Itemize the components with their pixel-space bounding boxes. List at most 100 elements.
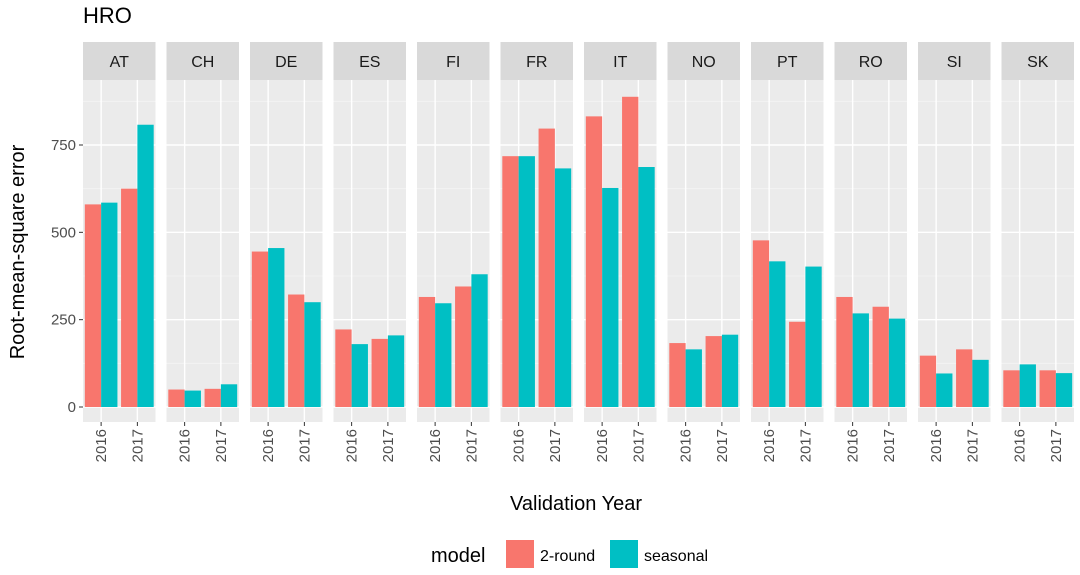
bar-seasonal-2016: [936, 373, 953, 407]
legend-title: model: [431, 545, 485, 567]
x-tick-label: 2016: [177, 429, 194, 462]
bar-2-round-2016: [752, 240, 770, 407]
x-tick-label: 2016: [1012, 429, 1029, 462]
bar-2-round-2017: [121, 188, 138, 407]
x-tick-label: 2017: [964, 429, 981, 462]
x-tick-label: 2016: [761, 429, 778, 462]
facet-strip: [166, 42, 239, 80]
x-tick-label: 2016: [845, 429, 862, 462]
bar-seasonal-2017: [638, 167, 655, 407]
facet-panels: AT 2016 2017 CH 2016 2017 DE 2016 2017 ES 2016 2017…: [83, 42, 1074, 462]
bar-seasonal-2017: [721, 334, 739, 407]
bar-2-round-2016: [919, 355, 937, 407]
facet-strip-label: ES: [359, 54, 380, 71]
bar-2-round-2017: [956, 349, 973, 407]
bar-seasonal-2016: [852, 313, 869, 407]
facet-fi: FI 2016 2017: [417, 42, 490, 462]
x-tick-label: 2017: [213, 429, 230, 462]
y-axis-title: Root-mean-square error: [7, 144, 29, 359]
facet-strip: [417, 42, 490, 80]
panel-background: [166, 80, 239, 422]
bar-seasonal-2017: [137, 124, 154, 407]
facet-strip: [918, 42, 991, 80]
bar-2-round-2016: [1003, 370, 1020, 407]
bar-2-round-2017: [204, 388, 221, 407]
facet-strip-label: SI: [947, 54, 962, 71]
x-tick-label: 2017: [630, 429, 647, 462]
facet-strip-label: NO: [692, 54, 716, 71]
bar-seasonal-2016: [351, 344, 368, 407]
bar-2-round-2016: [836, 296, 853, 407]
facet-fr: FR 2016 2017: [500, 42, 573, 462]
facet-strip: [667, 42, 740, 80]
bar-seasonal-2016: [184, 390, 201, 407]
facet-no: NO 2016 2017: [667, 42, 740, 462]
bar-seasonal-2016: [1019, 364, 1036, 407]
x-axis-title: Validation Year: [510, 493, 642, 515]
facet-strip: [584, 42, 657, 80]
bar-2-round-2017: [288, 294, 305, 407]
chart-title: HRO: [83, 3, 132, 28]
facet-ro: RO 2016 2017: [834, 42, 907, 462]
x-tick-label: 2017: [1048, 429, 1065, 462]
bar-2-round-2017: [455, 286, 472, 407]
facet-strip-label: SK: [1027, 54, 1049, 71]
facet-strip-label: PT: [777, 54, 798, 71]
x-tick-label: 2017: [547, 429, 564, 462]
panel-background: [1001, 80, 1074, 422]
bar-seasonal-2017: [554, 168, 572, 407]
bar-seasonal-2016: [602, 187, 619, 407]
x-tick-label: 2016: [511, 429, 528, 462]
facet-sk: SK 2016 2017: [1001, 42, 1074, 462]
x-tick-label: 2016: [427, 429, 444, 462]
bar-2-round-2017: [872, 306, 889, 407]
x-tick-label: 2017: [881, 429, 898, 462]
legend-key-seasonal: [610, 540, 638, 568]
facet-strip: [834, 42, 907, 80]
y-tick-label: 0: [68, 399, 76, 416]
x-tick-label: 2017: [463, 429, 480, 462]
x-tick-label: 2016: [678, 429, 695, 462]
facet-it: IT 2016 2017: [584, 42, 657, 462]
facet-strip: [500, 42, 573, 80]
bar-seasonal-2017: [304, 302, 321, 407]
bar-2-round-2016: [251, 251, 269, 407]
bar-seasonal-2016: [101, 202, 118, 407]
facet-es: ES 2016 2017: [333, 42, 406, 462]
legend-key-2-round: [506, 540, 534, 568]
bar-seasonal-2016: [685, 349, 702, 407]
facet-de: DE 2016 2017: [250, 42, 323, 462]
facet-ch: CH 2016 2017: [166, 42, 239, 462]
bar-2-round-2016: [168, 389, 185, 407]
legend: model 2-round seasonal: [431, 540, 708, 568]
facet-strip-label: FI: [446, 54, 460, 71]
y-tick-label: 750: [51, 137, 76, 154]
facet-strip-label: AT: [110, 54, 129, 71]
x-tick-label: 2016: [344, 429, 361, 462]
x-tick-label: 2017: [714, 429, 731, 462]
facet-pt: PT 2016 2017: [751, 42, 824, 462]
x-tick-label: 2017: [296, 429, 313, 462]
x-tick-label: 2017: [380, 429, 397, 462]
x-tick-label: 2016: [594, 429, 611, 462]
facet-strip: [250, 42, 323, 80]
bar-seasonal-2016: [435, 303, 452, 407]
facet-at: AT 2016 2017: [83, 42, 156, 462]
bar-2-round-2016: [84, 204, 102, 407]
legend-label-seasonal: seasonal: [644, 548, 708, 565]
bar-2-round-2017: [1039, 370, 1056, 407]
facet-strip: [83, 42, 156, 80]
y-tick-label: 500: [51, 224, 76, 241]
facet-strip-label: IT: [613, 54, 627, 71]
bar-2-round-2016: [335, 329, 352, 407]
facet-strip: [751, 42, 824, 80]
bar-seasonal-2017: [888, 318, 906, 407]
facet-si: SI 2016 2017: [918, 42, 991, 462]
bar-2-round-2017: [538, 128, 555, 407]
facet-strip-label: CH: [191, 54, 214, 71]
bar-2-round-2016: [669, 343, 686, 407]
bar-seasonal-2017: [1055, 373, 1073, 407]
facet-strip: [1001, 42, 1074, 80]
x-tick-label: 2016: [928, 429, 945, 462]
bar-seasonal-2017: [805, 266, 822, 407]
